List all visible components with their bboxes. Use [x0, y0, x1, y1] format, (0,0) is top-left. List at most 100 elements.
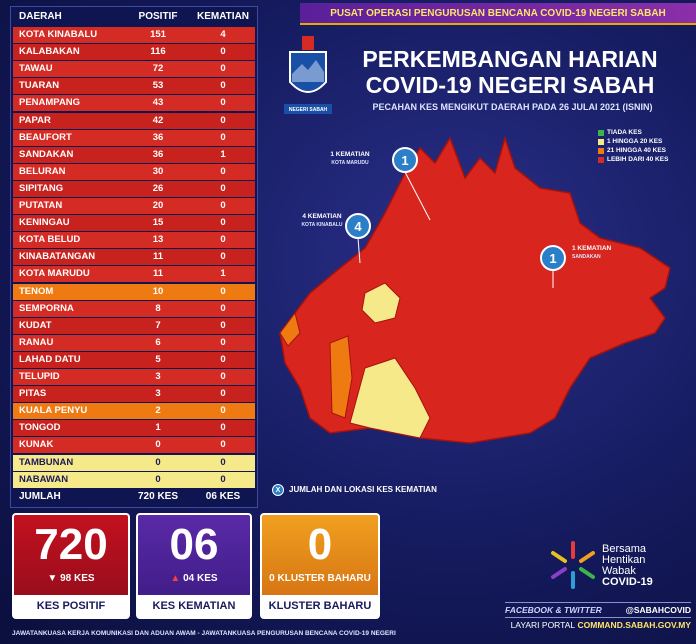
legend-swatch [598, 129, 604, 136]
table-row: KUALA PENYU 2 0 [13, 403, 255, 420]
table-row: TUARAN 53 0 [13, 78, 255, 95]
table-row: KOTA BELUD 13 0 [13, 232, 255, 249]
table-row: BEAUFORT 36 0 [13, 129, 255, 146]
positive-count: 15 [152, 217, 164, 229]
positive-count: 26 [152, 182, 164, 194]
legend-item: 21 HINGGA 40 KES [598, 146, 668, 155]
death-count: 0 [220, 285, 226, 297]
death-count: 0 [220, 405, 226, 417]
death-count: 0 [220, 97, 226, 109]
positive-count: 5 [155, 353, 161, 365]
legend-label: 1 HINGGA 20 KES [607, 138, 663, 145]
positive-count: 53 [152, 80, 164, 92]
positive-count: 8 [155, 302, 161, 314]
table-row: TELUPID 3 0 [13, 369, 255, 385]
total-kematian: 06 KES [205, 491, 241, 502]
social: FACEBOOK & TWITTER @SABAHCOVID [505, 602, 691, 618]
death-place: KOTA KINABALU [301, 222, 342, 228]
positive-count: 7 [155, 319, 161, 331]
crest: NEGERI SABAH [284, 36, 332, 114]
table-row: PAPAR 42 0 [13, 112, 255, 129]
positive-count: 0 [155, 473, 161, 485]
portal: LAYARI PORTAL COMMAND.SABAH.GOV.MY [505, 620, 691, 630]
table-row: KOTA KINABALU 151 4 [13, 27, 255, 43]
total-label: JUMLAH [19, 491, 61, 502]
death-label: 4 KEMATIAN [302, 213, 342, 220]
summary-big: 0 [307, 520, 333, 569]
death-marker [345, 213, 371, 239]
summary-big: 720 [34, 520, 108, 569]
death-place: SANDAKAN [572, 254, 601, 260]
district-name: SEMPORNA [19, 302, 74, 314]
death-marker [392, 147, 418, 173]
campaign-line: Wabak [602, 565, 636, 577]
district-name: KINABATANGAN [19, 251, 96, 263]
death-count: 0 [220, 353, 226, 365]
positive-count: 1 [155, 422, 161, 434]
positive-count: 0 [155, 456, 161, 468]
legend-label: TIADA KES [607, 129, 642, 136]
table-row: TAWAU 72 0 [13, 61, 255, 78]
death-count: 0 [220, 46, 226, 58]
district-name: KUNAK [19, 439, 54, 451]
table-row: TENOM 10 0 [13, 283, 255, 300]
table-row: RANAU 6 0 [13, 334, 255, 351]
death-count: 0 [220, 217, 226, 229]
legend: TIADA KES 1 HINGGA 20 KES 21 HINGGA 40 KES… [598, 128, 668, 164]
death-count: 0 [220, 439, 226, 451]
death-count: 0 [220, 131, 226, 143]
positive-count: 6 [155, 336, 161, 348]
portal-url: COMMAND.SABAH.GOV.MY [577, 620, 692, 630]
table-row: KALABAKAN 116 0 [13, 44, 255, 61]
district-name: TAMBUNAN [19, 456, 74, 468]
summary-change: 98 KES [60, 573, 95, 584]
social-label: FACEBOOK & TWITTER [505, 605, 602, 615]
footer: JAWATANKUASA KERJA KOMUNIKASI DAN ADUAN … [12, 630, 396, 637]
death-count: 0 [220, 182, 226, 194]
positive-count: 3 [155, 371, 161, 382]
title: PERKEMBANGAN HARIAN COVID-19 NEGERI SABA… [340, 46, 680, 98]
table-row: TAMBUNAN 0 0 [13, 454, 255, 471]
death-count: 1 [220, 268, 226, 280]
positive-count: 11 [152, 268, 164, 280]
death-count: 0 [220, 371, 226, 382]
summary-big: 06 [169, 520, 219, 569]
pointer-line [357, 237, 361, 264]
death-count: 0 [220, 80, 226, 92]
district-name: TONGOD [19, 422, 61, 434]
legend-swatch [598, 156, 604, 163]
legend-item: LEBIH DARI 40 KES [598, 155, 668, 164]
district-name: RANAU [19, 336, 54, 348]
district-name: TELUPID [19, 371, 60, 382]
death-count: 0 [220, 114, 226, 126]
district-name: KOTA MARUDU [19, 268, 90, 280]
death-count: 0 [220, 422, 226, 434]
positive-count: 72 [152, 63, 164, 75]
district-name: SANDAKAN [19, 148, 74, 160]
campaign-line: Hentikan [602, 554, 646, 566]
summary-box: 06 ▲ 04 KES KES KEMATIAN [136, 513, 252, 619]
district-name: SIPITANG [19, 182, 64, 194]
death-count: 0 [220, 165, 226, 177]
column-header: KEMATIAN [196, 11, 250, 22]
positive-count: 2 [155, 405, 161, 417]
death-count: 0 [220, 251, 226, 263]
death-count: 0 [220, 200, 226, 211]
campaign-line: Bersama [602, 543, 647, 555]
death-count: 0 [220, 234, 226, 246]
death-count: 1 [401, 153, 408, 168]
summary-label: KLUSTER BAHARU [262, 595, 378, 617]
table-row: BELURAN 30 0 [13, 163, 255, 180]
campaign-icon [551, 541, 595, 589]
table-row: PITAS 3 0 [13, 386, 255, 403]
table-row: SANDAKAN 36 1 [13, 146, 255, 163]
table-row: PUTATAN 20 0 [13, 198, 255, 214]
death-place: KOTA MARUDU [331, 160, 369, 166]
legend-item: 1 HINGGA 20 KES [598, 137, 668, 146]
table-row: LAHAD DATU 5 0 [13, 351, 255, 368]
district-name: PAPAR [19, 114, 51, 126]
district-name: KENINGAU [19, 217, 70, 229]
map-note: X JUMLAH DAN LOKASI KES KEMATIAN [272, 484, 437, 496]
positive-count: 43 [152, 97, 164, 109]
death-count: 0 [220, 336, 226, 348]
